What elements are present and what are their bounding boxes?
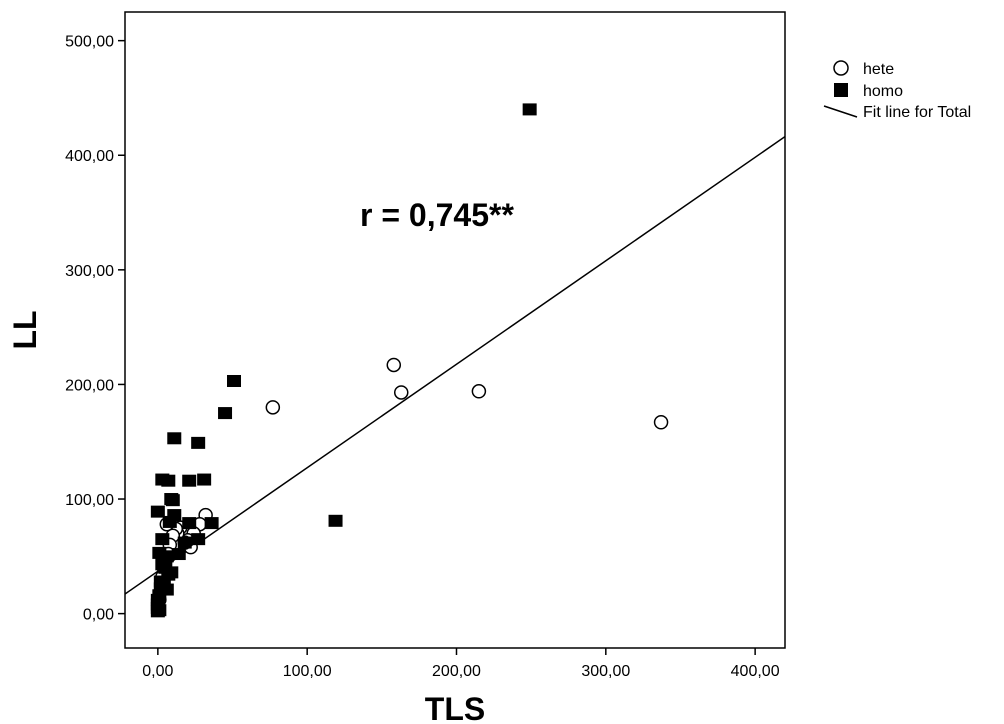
point-homo	[155, 533, 170, 546]
y-tick-label: 400,00	[65, 148, 114, 165]
point-homo	[182, 517, 197, 530]
legend-marker-fit-line	[823, 105, 858, 118]
plot-frame	[124, 11, 786, 649]
point-hete	[386, 357, 402, 373]
point-homo	[191, 533, 206, 546]
point-homo	[167, 432, 182, 445]
point-homo	[162, 515, 177, 528]
legend-label-hete: hete	[863, 61, 894, 78]
point-hete	[653, 414, 669, 430]
point-homo	[150, 605, 165, 618]
fit-line	[125, 135, 785, 595]
point-hete	[471, 384, 487, 399]
y-tick-label: 500,00	[65, 34, 114, 51]
point-homo	[158, 561, 173, 574]
legend-label-homo: homo	[863, 83, 903, 100]
series-homo	[150, 103, 537, 618]
x-tick-label: 0,00	[142, 663, 173, 680]
point-homo	[153, 575, 168, 588]
x-tick-label: 300,00	[581, 663, 630, 680]
point-homo	[177, 536, 192, 549]
point-homo	[191, 436, 206, 449]
y-tick-label: 300,00	[65, 263, 114, 280]
legend-marker-hete	[833, 60, 849, 76]
point-homo	[328, 514, 343, 527]
y-tick-label: 200,00	[65, 377, 114, 394]
point-homo	[161, 474, 176, 487]
point-homo	[165, 494, 180, 507]
y-tick-label: 100,00	[65, 492, 114, 509]
point-homo	[171, 548, 186, 561]
point-homo	[218, 407, 233, 420]
point-homo	[522, 103, 537, 116]
legend: hete homo Fit line for Total	[823, 60, 971, 121]
point-hete	[393, 385, 409, 400]
point-homo	[227, 374, 242, 387]
x-tick-label: 100,00	[283, 663, 332, 680]
point-hete	[265, 400, 281, 415]
legend-label-fit-line: Fit line for Total	[863, 104, 971, 121]
point-homo	[150, 505, 165, 518]
x-tick-label: 400,00	[731, 663, 780, 680]
legend-marker-homo	[834, 83, 848, 97]
point-homo	[197, 473, 212, 486]
x-tick-label: 200,00	[432, 663, 481, 680]
point-homo	[182, 474, 197, 487]
correlation-annotation: r = 0,745**	[360, 197, 514, 233]
y-axis-title: LL	[7, 310, 43, 349]
x-axis-title: TLS	[425, 691, 485, 724]
point-homo	[204, 517, 219, 530]
y-tick-label: 0,00	[83, 607, 114, 624]
